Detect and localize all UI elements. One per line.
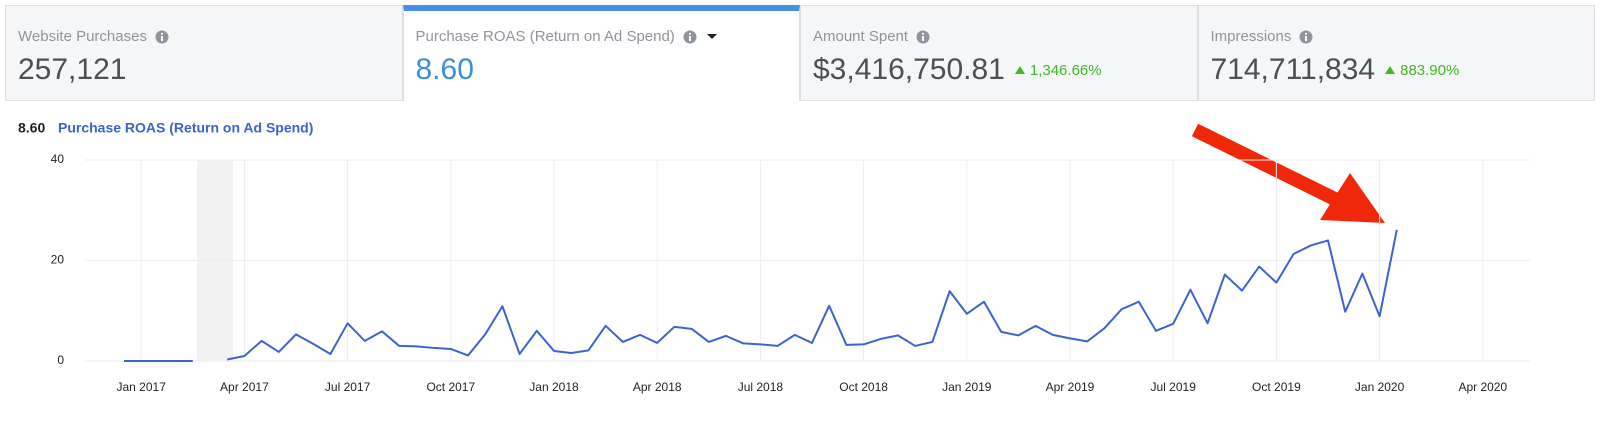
arrow-head xyxy=(1320,173,1385,223)
dropdown-caret xyxy=(706,33,717,39)
caret xyxy=(706,33,717,39)
tabs: Website Purchases 257,121 Purchase ROAS (R… xyxy=(5,5,1595,101)
info-bar xyxy=(1305,35,1308,41)
metric-value-row: 257,121 xyxy=(18,53,402,87)
arrow-shaft xyxy=(1191,123,1349,211)
up-triangle xyxy=(1385,66,1396,74)
chart-value: 8.60 xyxy=(18,120,45,136)
info-icon xyxy=(683,30,697,43)
metric-value-row: $3,416,750.81 1,346.66% xyxy=(813,53,1197,87)
metric-label: Amount Spent xyxy=(813,28,909,45)
y-tick-label: 40 xyxy=(51,152,65,166)
x-tick-label: Oct 2018 xyxy=(839,380,888,394)
x-tick-label: Apr 2018 xyxy=(633,380,682,394)
y-tick-label: 20 xyxy=(51,253,65,267)
metric-label: Website Purchases xyxy=(18,28,147,45)
info-bar xyxy=(688,35,691,41)
info-dot xyxy=(921,32,925,35)
x-tick-label: Jan 2020 xyxy=(1355,380,1405,394)
chart: 8.60 Purchase ROAS (Return on Ad Spend) … xyxy=(18,120,1530,394)
info-icon xyxy=(916,30,930,43)
chart-title: Purchase ROAS (Return on Ad Spend) xyxy=(58,120,313,136)
metric-change: 1,346.66% xyxy=(1014,61,1102,79)
x-tick-label: Jan 2017 xyxy=(117,380,167,394)
x-tick-label: Apr 2020 xyxy=(1458,380,1507,394)
info-icon xyxy=(1299,30,1313,43)
x-tick-label: Apr 2017 xyxy=(220,380,269,394)
info-bar xyxy=(922,35,925,41)
metric-label: Impressions xyxy=(1210,28,1292,45)
metric-tab[interactable]: Amount Spent $3,416,750.81 1,346.66% xyxy=(800,5,1198,101)
info-dot xyxy=(160,32,164,35)
metric-label: Purchase ROAS (Return on Ad Spend) xyxy=(415,28,675,45)
red-arrow xyxy=(1191,123,1385,223)
metric-value-row: 714,711,834 883.90% xyxy=(1211,53,1595,87)
change-text: 883.90% xyxy=(1400,61,1460,79)
info-icon xyxy=(155,30,169,43)
up-triangle xyxy=(1014,66,1025,74)
metric-value: 8.60 xyxy=(415,53,474,86)
x-tick-label: Jul 2017 xyxy=(325,380,371,394)
line-series xyxy=(124,229,1398,362)
metric-tab[interactable]: Purchase ROAS (Return on Ad Spend) 8.60 xyxy=(402,5,800,101)
y-tick-label: 0 xyxy=(57,353,64,367)
triangle xyxy=(1014,66,1025,74)
x-tick-label: Oct 2019 xyxy=(1252,380,1301,394)
x-tick-label: Oct 2017 xyxy=(426,380,475,394)
metric-tab[interactable]: Website Purchases 257,121 xyxy=(5,5,403,101)
info-dot xyxy=(1305,32,1308,35)
metric-value: 714,711,834 xyxy=(1210,53,1376,86)
x-tick-label: Jul 2019 xyxy=(1151,380,1197,394)
metric-tab[interactable]: Impressions 714,711,834 883.90% xyxy=(1197,5,1595,101)
metric-value: 257,121 xyxy=(18,53,127,86)
metric-label-row: Amount Spent xyxy=(813,28,1197,45)
x-tick-label: Apr 2019 xyxy=(1046,380,1095,394)
x-tick-label: Jan 2019 xyxy=(942,380,992,394)
metric-label-row: Impressions xyxy=(1211,28,1595,45)
metric-change: 883.90% xyxy=(1385,62,1459,79)
x-tick-label: Jan 2018 xyxy=(529,380,579,394)
metric-label-row: Purchase ROAS (Return on Ad Spend) xyxy=(416,28,800,45)
metric-value-row: 8.60 xyxy=(416,53,800,87)
triangle xyxy=(1385,66,1396,74)
info-bar xyxy=(160,35,163,41)
metric-value: $3,416,750.81 xyxy=(813,53,1005,86)
change-text: 1,346.66% xyxy=(1029,61,1102,79)
x-tick-label: Jul 2018 xyxy=(738,380,784,394)
metric-label-row: Website Purchases xyxy=(18,28,402,45)
info-dot xyxy=(688,32,691,35)
